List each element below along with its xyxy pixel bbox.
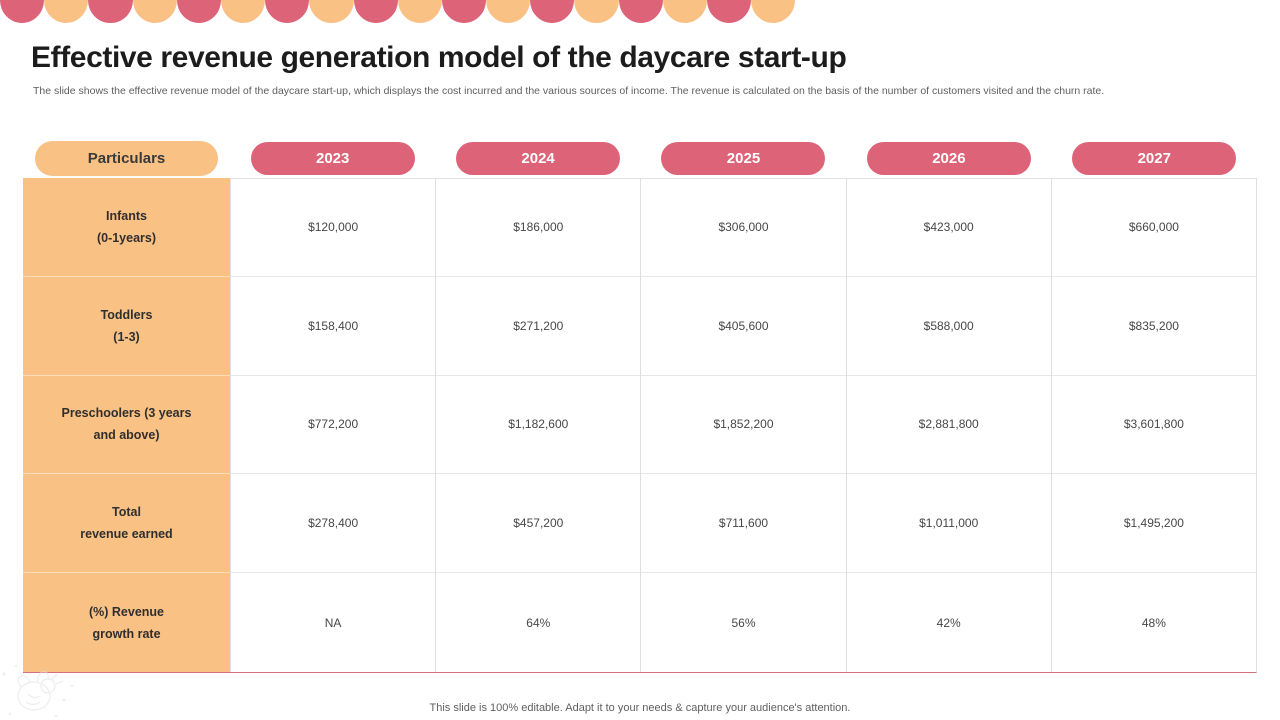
row-label-preschoolers: Preschoolers (3 years and above) — [23, 375, 230, 475]
cell-infants-2023: $120,000 — [230, 178, 436, 277]
table-header-row: Particulars 2023 2024 2025 2026 2027 — [23, 140, 1257, 178]
orange-circle — [751, 0, 796, 23]
cell-growth-2025: 56% — [640, 573, 846, 672]
pink-circle — [265, 0, 310, 23]
cell-infants-2024: $186,000 — [435, 178, 641, 277]
cell-growth-2023: NA — [230, 573, 436, 672]
cell-preschoolers-2024: $1,182,600 — [435, 375, 641, 475]
cell-infants-2027: $660,000 — [1050, 178, 1256, 277]
row-label-infants: Infants (0-1years) — [23, 178, 230, 277]
page-title: Effective revenue generation model of th… — [31, 41, 847, 74]
cell-preschoolers-2027: $3,601,800 — [1050, 375, 1256, 475]
cell-infants-2025: $306,000 — [640, 178, 846, 277]
slide-description: The slide shows the effective revenue mo… — [33, 85, 1105, 97]
pink-circle — [176, 0, 221, 23]
cell-total-2027: $1,495,200 — [1050, 474, 1256, 574]
pink-circle — [0, 0, 45, 23]
orange-circle — [44, 0, 89, 23]
orange-circle — [397, 0, 442, 23]
pink-circle — [88, 0, 133, 23]
pink-circle — [707, 0, 752, 23]
cell-infants-2026: $423,000 — [845, 178, 1051, 277]
cell-toddlers-2027: $835,200 — [1050, 276, 1256, 376]
cell-preschoolers-2026: $2,881,800 — [845, 375, 1051, 475]
column-header-2025: 2025 — [661, 142, 826, 175]
orange-circle — [486, 0, 531, 23]
cell-preschoolers-2023: $772,200 — [230, 375, 436, 475]
row-label-toddlers: Toddlers (1-3) — [23, 276, 230, 376]
pink-circle — [441, 0, 487, 23]
column-header-particulars: Particulars — [35, 141, 218, 176]
pink-circle — [530, 0, 575, 23]
pink-circle — [353, 0, 398, 23]
cell-toddlers-2023: $158,400 — [230, 276, 436, 376]
row-label-growth-rate: (%) Revenue growth rate — [23, 573, 230, 672]
column-header-2024: 2024 — [456, 142, 621, 175]
orange-circle — [662, 0, 707, 23]
cell-total-2026: $1,011,000 — [845, 474, 1051, 574]
pink-circle — [618, 0, 663, 23]
orange-circle — [220, 0, 266, 23]
cell-growth-2024: 64% — [435, 573, 641, 672]
column-header-2026: 2026 — [866, 142, 1031, 175]
cell-toddlers-2026: $588,000 — [845, 276, 1051, 376]
cell-preschoolers-2025: $1,852,200 — [640, 375, 846, 475]
cell-growth-2026: 42% — [845, 573, 1051, 672]
orange-circle — [132, 0, 177, 23]
column-header-2027: 2027 — [1072, 142, 1237, 175]
revenue-table: Particulars 2023 2024 2025 2026 2027 Inf… — [23, 140, 1257, 673]
table-body: Infants (0-1years) $120,000 $186,000 $30… — [23, 178, 1257, 673]
column-header-2023: 2023 — [250, 142, 415, 175]
bee-doodle-watermark — [2, 664, 74, 718]
cell-toddlers-2024: $271,200 — [435, 276, 641, 376]
orange-circle — [309, 0, 354, 23]
cell-growth-2027: 48% — [1050, 573, 1256, 672]
cell-total-2023: $278,400 — [230, 474, 436, 574]
cell-toddlers-2025: $405,600 — [640, 276, 846, 376]
cell-total-2024: $457,200 — [435, 474, 641, 574]
cell-total-2025: $711,600 — [640, 474, 846, 574]
row-label-total-revenue: Total revenue earned — [23, 474, 230, 574]
footer-note: This slide is 100% editable. Adapt it to… — [429, 702, 851, 714]
top-circle-band — [0, 0, 796, 23]
orange-circle — [574, 0, 619, 23]
